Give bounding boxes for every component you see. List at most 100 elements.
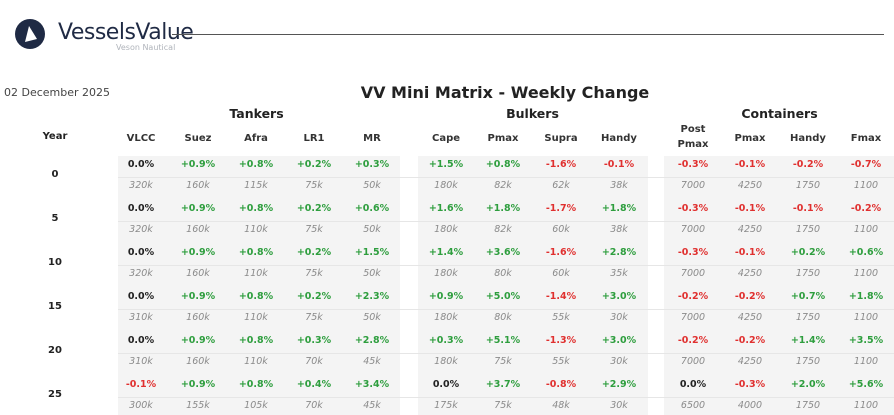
year-header: Year (42, 131, 68, 142)
change-cell: -1.3% (545, 335, 577, 346)
change-cell: +0.4% (296, 379, 332, 390)
value-cell: 70k (305, 356, 323, 367)
change-cell: 0.0% (127, 291, 155, 302)
value-cell: 320k (129, 268, 153, 279)
value-cell: 320k (129, 224, 153, 235)
change-cell: +0.7% (790, 291, 826, 302)
value-cell: 48k (552, 400, 570, 411)
group-header: Bulkers (506, 106, 559, 121)
title: VV Mini Matrix - Weekly Change (360, 83, 650, 102)
value-cell: 180k (434, 312, 458, 323)
group-header: Containers (741, 106, 818, 121)
change-cell: -0.3% (677, 247, 709, 258)
column-header: Pmax (487, 133, 519, 144)
value-cell: 75k (305, 268, 323, 279)
change-cell: +2.3% (354, 291, 390, 302)
value-cell: 55k (552, 356, 570, 367)
change-cell: -0.1% (734, 159, 766, 170)
value-cell: 6500 (680, 400, 706, 411)
group-background (118, 156, 400, 415)
change-cell: +0.9% (180, 291, 216, 302)
value-cell: 160k (186, 356, 210, 367)
sub-brand: Veson Nautical (116, 43, 176, 52)
year-label: 0 (51, 169, 59, 180)
change-cell: +3.7% (485, 379, 521, 390)
change-cell: +0.8% (238, 291, 274, 302)
value-cell: 50k (363, 268, 381, 279)
change-cell: +5.1% (485, 335, 521, 346)
change-cell: -0.2% (734, 291, 766, 302)
change-cell: -0.1% (603, 159, 635, 170)
value-cell: 115k (244, 180, 268, 191)
date: 02 December 2025 (4, 86, 111, 99)
column-header: Handy (601, 133, 637, 144)
value-cell: 160k (186, 268, 210, 279)
value-cell: 155k (186, 400, 210, 411)
value-cell: 1750 (795, 356, 821, 367)
value-cell: 310k (129, 356, 153, 367)
value-cell: 7000 (680, 180, 706, 191)
group-background (664, 156, 894, 415)
value-cell: 75k (305, 180, 323, 191)
change-cell: +1.5% (428, 159, 464, 170)
change-cell: -0.3% (677, 203, 709, 214)
value-cell: 1100 (853, 400, 879, 411)
value-cell: 1750 (795, 400, 821, 411)
year-label: 10 (48, 257, 62, 268)
value-cell: 50k (363, 224, 381, 235)
value-cell: 45k (363, 356, 381, 367)
column-header: LR1 (303, 133, 325, 144)
value-cell: 1750 (795, 224, 821, 235)
row-separator (118, 353, 894, 354)
value-cell: 4250 (737, 356, 763, 367)
value-cell: 175k (434, 400, 458, 411)
value-cell: 180k (434, 180, 458, 191)
value-cell: 160k (186, 180, 210, 191)
value-cell: 75k (494, 400, 512, 411)
value-cell: 82k (494, 224, 512, 235)
column-header: Afra (244, 133, 268, 144)
value-cell: 105k (244, 400, 268, 411)
change-cell: 0.0% (127, 335, 155, 346)
value-cell: 1100 (853, 224, 879, 235)
value-cell: 4250 (737, 224, 763, 235)
year-label: 5 (51, 213, 59, 224)
change-cell: +0.2% (790, 247, 826, 258)
value-cell: 180k (434, 224, 458, 235)
value-cell: 4000 (737, 400, 763, 411)
change-cell: +0.3% (354, 159, 390, 170)
change-cell: +5.0% (485, 291, 521, 302)
value-cell: 75k (305, 224, 323, 235)
value-cell: 80k (494, 268, 512, 279)
value-cell: 110k (244, 268, 268, 279)
change-cell: +0.9% (180, 159, 216, 170)
value-cell: 75k (305, 312, 323, 323)
change-cell: 0.0% (127, 159, 155, 170)
change-cell: -1.6% (545, 159, 577, 170)
change-cell: -1.6% (545, 247, 577, 258)
row-separator (118, 265, 894, 266)
value-cell: 4250 (737, 180, 763, 191)
change-cell: -1.4% (545, 291, 577, 302)
change-cell: +0.9% (180, 335, 216, 346)
value-cell: 320k (129, 180, 153, 191)
change-cell: +2.8% (354, 335, 390, 346)
change-cell: +5.6% (848, 379, 884, 390)
divider (172, 34, 884, 35)
row-separator (118, 309, 894, 310)
change-cell: +3.6% (485, 247, 521, 258)
change-cell: -0.1% (792, 203, 824, 214)
year-label: 15 (48, 301, 62, 312)
column-header: Supra (544, 133, 578, 144)
column-header: Pmax (734, 133, 766, 144)
change-cell: +1.8% (485, 203, 521, 214)
value-cell: 60k (552, 224, 570, 235)
value-cell: 1100 (853, 268, 879, 279)
column-header: MR (363, 133, 381, 144)
column-header: Suez (184, 133, 212, 144)
change-cell: +2.0% (790, 379, 826, 390)
value-cell: 45k (363, 400, 381, 411)
value-cell: 1750 (795, 268, 821, 279)
change-cell: +0.8% (238, 159, 274, 170)
change-cell: +1.8% (601, 203, 637, 214)
